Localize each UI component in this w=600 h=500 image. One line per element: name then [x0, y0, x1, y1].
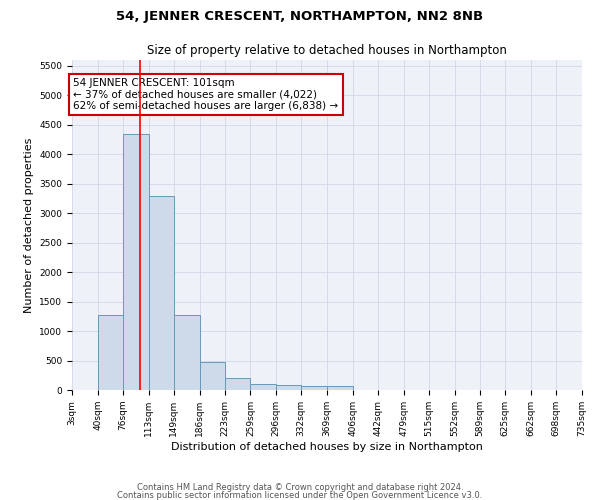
Bar	[123, 134, 149, 390]
Bar	[199, 362, 225, 390]
Text: 54, JENNER CRESCENT, NORTHAMPTON, NN2 8NB: 54, JENNER CRESCENT, NORTHAMPTON, NN2 8N…	[116, 10, 484, 23]
Bar	[174, 315, 199, 390]
Bar	[276, 386, 301, 390]
Bar	[149, 196, 174, 390]
Text: 54 JENNER CRESCENT: 101sqm
← 37% of detached houses are smaller (4,022)
62% of s: 54 JENNER CRESCENT: 101sqm ← 37% of deta…	[73, 78, 338, 111]
Bar	[225, 378, 250, 390]
Y-axis label: Number of detached properties: Number of detached properties	[24, 138, 34, 312]
Title: Size of property relative to detached houses in Northampton: Size of property relative to detached ho…	[147, 44, 507, 58]
Bar	[250, 384, 276, 390]
X-axis label: Distribution of detached houses by size in Northampton: Distribution of detached houses by size …	[171, 442, 483, 452]
Text: Contains HM Land Registry data © Crown copyright and database right 2024.: Contains HM Land Registry data © Crown c…	[137, 484, 463, 492]
Text: Contains public sector information licensed under the Open Government Licence v3: Contains public sector information licen…	[118, 490, 482, 500]
Bar	[301, 386, 327, 390]
Bar	[327, 386, 353, 390]
Bar	[98, 315, 123, 390]
